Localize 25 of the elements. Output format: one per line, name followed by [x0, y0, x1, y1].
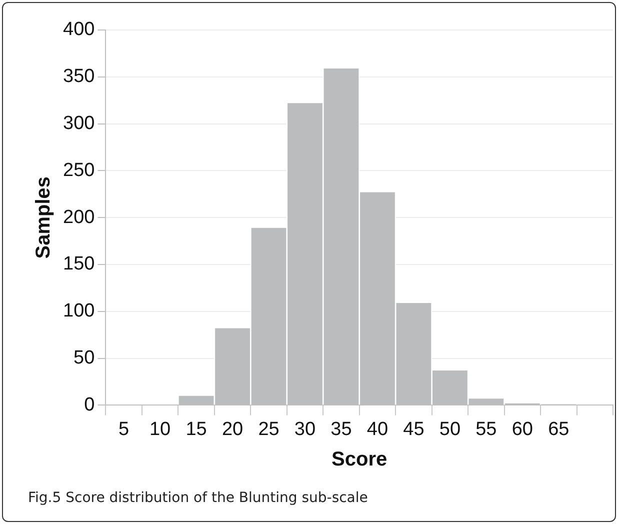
x-tick-label: 10 — [149, 418, 171, 440]
x-axis-title: Score — [332, 448, 388, 471]
x-tick-label: 65 — [548, 418, 570, 440]
x-tick-label: 45 — [403, 418, 424, 440]
x-tick-label: 55 — [476, 418, 497, 440]
y-axis-title: Samples — [32, 176, 55, 259]
y-tick-label: 0 — [84, 394, 95, 416]
x-tick-label: 50 — [439, 418, 461, 440]
x-tick-label: 15 — [186, 418, 207, 440]
y-tick-label: 200 — [63, 206, 95, 228]
y-tick-label: 300 — [63, 113, 95, 134]
x-tick-label: 40 — [366, 418, 388, 440]
caption: Fig.5 Score distribution of the Blunting sub-scale — [28, 490, 368, 506]
x-tick-label: 30 — [294, 418, 316, 440]
x-tick-label: 20 — [222, 418, 244, 440]
y-tick-label: 250 — [63, 160, 95, 181]
y-tick-label: 50 — [74, 348, 95, 369]
x-tick-label: 35 — [330, 418, 352, 440]
y-tick-label: 350 — [63, 66, 95, 88]
y-tick-label: 400 — [63, 19, 95, 40]
y-tick-label: 150 — [63, 254, 95, 275]
x-tick-label: 60 — [512, 418, 533, 440]
x-tick-label: 5 — [118, 418, 130, 440]
y-tick-label: 100 — [63, 300, 95, 322]
x-tick-label: 25 — [258, 418, 280, 440]
